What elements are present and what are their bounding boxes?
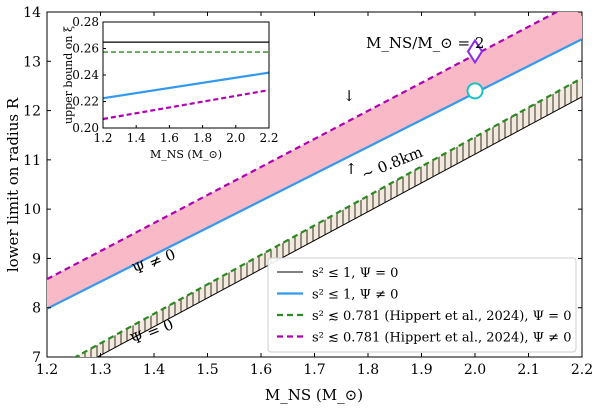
- up-arrow-icon: ↑: [345, 160, 358, 178]
- y-tick-label: 12: [23, 104, 41, 120]
- y-tick-label: 9: [32, 251, 41, 267]
- series-line-hippert-psi-0: [73, 77, 582, 357]
- legend-label: s² ≲ 0.781 (Hippert et al., 2024), Ψ ≠ 0: [312, 331, 571, 346]
- inset-x-axis-label: M_NS (M_⊙): [150, 148, 222, 161]
- inset-line-blue: [103, 71, 269, 100]
- inset-x-tick-label: 2.0: [226, 131, 245, 145]
- inset-y-tick-label: 0.20: [72, 121, 99, 135]
- x-tick-label: 1.7: [303, 362, 325, 378]
- y-tick-label: 11: [23, 153, 41, 169]
- inset-x-tick-label: 1.4: [127, 131, 146, 145]
- legend-label: s² ≲ 0.781 (Hippert et al., 2024), Ψ = 0: [312, 309, 571, 324]
- inset-line-magenta-dashed: [103, 89, 269, 121]
- inset-x-tick-label: 1.6: [160, 131, 179, 145]
- inset-y-tick-label: 0.24: [72, 68, 99, 82]
- inset-x-tick-label: 1.2: [93, 131, 112, 145]
- x-axis-label: M_NS (M_⊙): [265, 386, 363, 404]
- y-tick-label: 8: [32, 301, 41, 317]
- x-tick-label: 1.2: [36, 362, 58, 378]
- series-line-s2-le-1-psi-0: [96, 96, 582, 357]
- inset-y-tick-label: 0.26: [72, 42, 99, 56]
- y-tick-label: 14: [23, 5, 41, 21]
- main-plot: 1.2 1.3 1.4 1.5 1.6 1.7 1.8 1.9 2.0 2.1 2.2 7 8 9 10 11…: [4, 5, 593, 404]
- inset-y-tick-label: 0.22: [72, 95, 99, 109]
- legend-label: s² ≤ 1, Ψ ≠ 0: [312, 288, 398, 303]
- series-line-s2-le-1-psi-neq-0: [47, 38, 582, 310]
- inset-x-tick-label: 1.8: [193, 131, 212, 145]
- x-tick-label: 1.9: [410, 362, 432, 378]
- x-tick-label: 2.1: [517, 362, 539, 378]
- mass-annotation: M_NS/M_⊙ = 2: [366, 34, 484, 52]
- series-line-hippert-psi-neq-0: [47, 12, 559, 281]
- x-tick-label: 2.0: [464, 362, 486, 378]
- diamond-marker: [466, 38, 484, 65]
- pink-band: [47, 12, 582, 309]
- x-tick-label: 1.4: [143, 362, 165, 378]
- inset-plot: 1.2 1.4 1.6 1.8 2.0 2.2 0.20 0.22 0.24 0.26 0.28 M…: [62, 15, 279, 161]
- x-tick-label: 1.3: [89, 362, 111, 378]
- y-tick-label: 10: [23, 202, 41, 218]
- inset-y-axis-label: upper bound on ξ: [62, 26, 75, 124]
- circle-marker: [466, 82, 484, 100]
- inset-y-tick-label: 0.28: [72, 15, 99, 29]
- legend-box: [267, 257, 577, 353]
- legend: s² ≤ 1, Ψ = 0 s² ≤ 1, Ψ ≠ 0 s² ≲ 0.781 (Hi…: [267, 257, 577, 353]
- x-tick-label: 2.2: [571, 362, 593, 378]
- inset-x-tick-label: 2.2: [259, 131, 278, 145]
- y-axis-label: lower limit on radius R: [4, 97, 22, 272]
- x-tick-label: 1.8: [357, 362, 379, 378]
- inset-background: [103, 22, 269, 128]
- x-tick-label: 1.5: [196, 362, 218, 378]
- x-tick-label: 1.6: [250, 362, 272, 378]
- y-tick-label: 13: [23, 54, 41, 70]
- down-arrow-icon: ↓: [343, 87, 356, 105]
- y-tick-label: 7: [32, 350, 41, 366]
- legend-label: s² ≤ 1, Ψ = 0: [312, 266, 398, 281]
